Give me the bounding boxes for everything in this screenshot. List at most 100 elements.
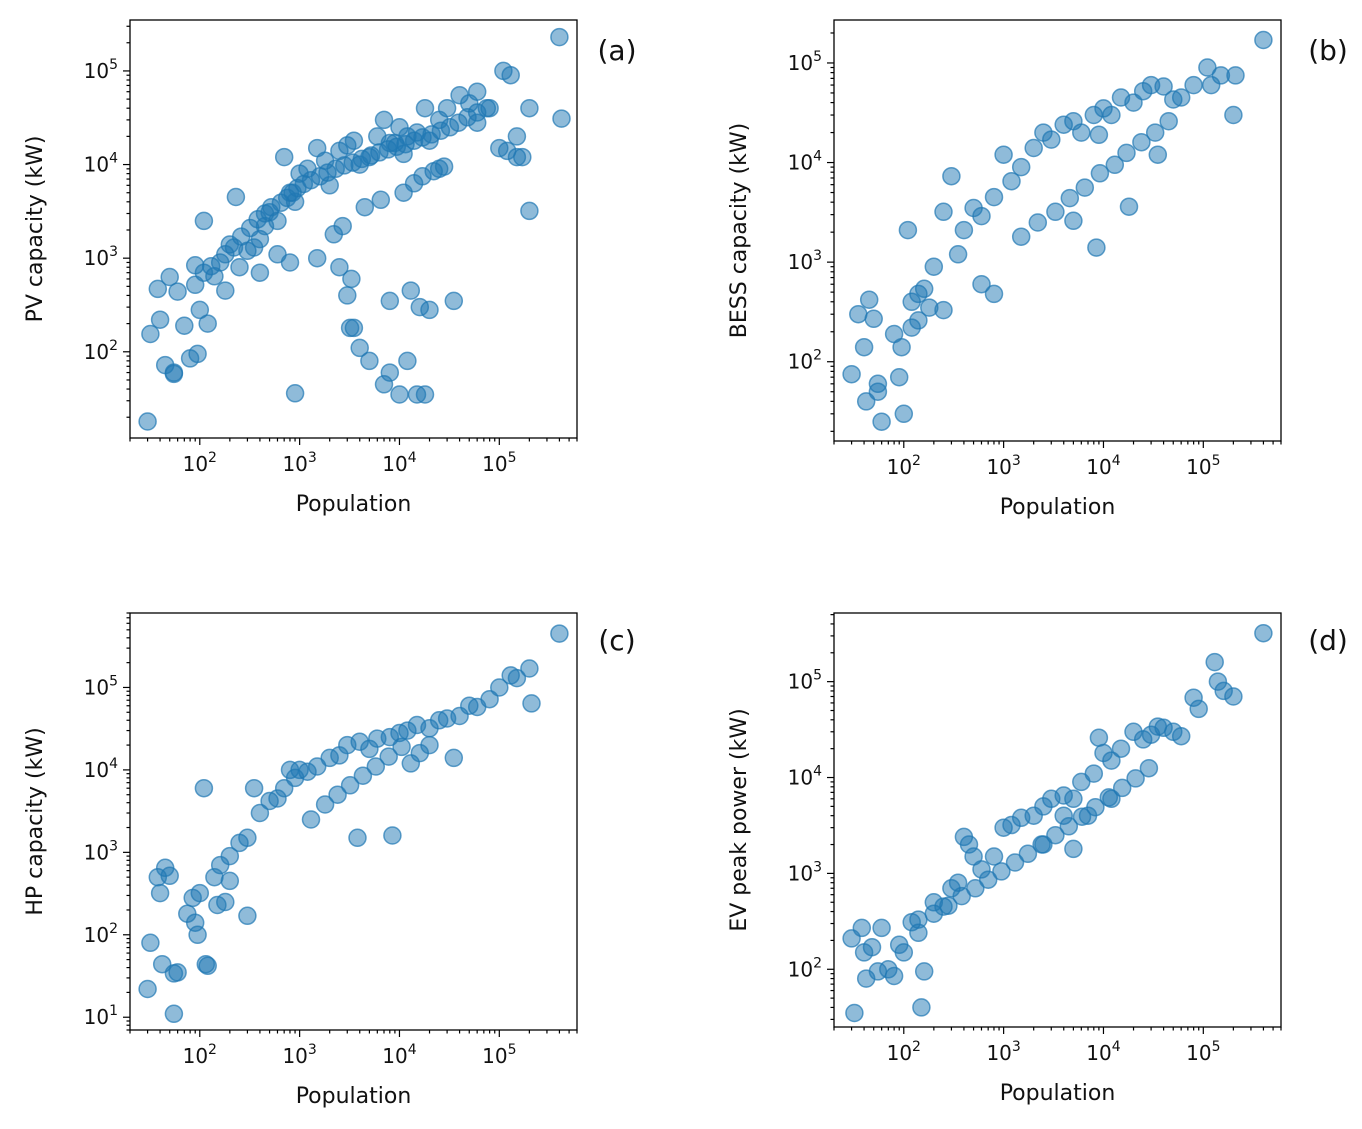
axes-frame bbox=[833, 612, 1282, 1028]
data-point bbox=[920, 298, 939, 317]
y-tick-label: 105 bbox=[788, 49, 822, 75]
data-point bbox=[1099, 788, 1119, 807]
data-point bbox=[1254, 30, 1273, 50]
data-point bbox=[164, 1004, 184, 1024]
data-point bbox=[201, 256, 221, 276]
data-point bbox=[842, 364, 861, 384]
data-point bbox=[854, 337, 874, 357]
data-point bbox=[924, 904, 944, 923]
data-point bbox=[190, 300, 210, 320]
x-tick-label: 102 bbox=[887, 1039, 921, 1065]
data-point bbox=[894, 404, 914, 424]
data-point bbox=[984, 187, 1004, 207]
data-point bbox=[353, 766, 373, 785]
panel-tag: (a) bbox=[597, 34, 636, 67]
data-point bbox=[238, 906, 257, 926]
data-point bbox=[380, 363, 400, 382]
data-point bbox=[194, 211, 214, 231]
data-point bbox=[1024, 138, 1043, 158]
y-tick-label: 104 bbox=[788, 149, 822, 175]
data-point bbox=[238, 828, 257, 848]
data-point bbox=[437, 98, 457, 118]
points-group bbox=[842, 30, 1273, 431]
data-point bbox=[1224, 687, 1243, 706]
data-point bbox=[994, 145, 1013, 164]
data-point bbox=[220, 871, 240, 891]
data-point bbox=[872, 918, 891, 938]
data-point bbox=[1198, 58, 1217, 77]
y-axis-label: PV capacity (kW) bbox=[23, 136, 48, 323]
x-tick-label: 103 bbox=[282, 450, 316, 476]
data-point bbox=[939, 896, 958, 915]
data-point bbox=[150, 883, 170, 903]
minor-ticks bbox=[126, 612, 578, 1034]
data-point bbox=[477, 98, 497, 118]
data-point bbox=[852, 918, 872, 938]
data-point bbox=[274, 147, 294, 167]
data-point bbox=[366, 757, 386, 776]
data-point bbox=[141, 933, 160, 953]
data-point bbox=[1111, 739, 1131, 758]
data-point bbox=[307, 757, 327, 776]
x-tick-label: 102 bbox=[183, 450, 217, 476]
data-point bbox=[1102, 105, 1121, 125]
data-point bbox=[380, 291, 400, 311]
data-point bbox=[1005, 853, 1025, 872]
data-point bbox=[1154, 77, 1173, 96]
data-point bbox=[552, 109, 571, 128]
data-point bbox=[984, 847, 1004, 866]
minor-ticks bbox=[126, 25, 578, 442]
data-point bbox=[434, 157, 454, 176]
data-point bbox=[1132, 132, 1151, 152]
y-tick-label: 103 bbox=[84, 244, 118, 270]
data-point bbox=[894, 943, 914, 962]
data-point bbox=[420, 735, 439, 755]
data-point bbox=[1224, 105, 1243, 125]
data-point bbox=[1002, 171, 1021, 191]
data-point bbox=[909, 910, 928, 929]
data-point bbox=[168, 963, 187, 982]
data-point bbox=[333, 216, 352, 236]
data-point bbox=[340, 318, 360, 338]
data-point bbox=[383, 826, 402, 845]
data-point bbox=[1064, 211, 1083, 231]
axes-frame bbox=[129, 612, 578, 1031]
x-tick-label: 104 bbox=[1086, 1039, 1120, 1065]
x-tick-label: 104 bbox=[1086, 453, 1120, 479]
data-point bbox=[1028, 213, 1048, 232]
data-point bbox=[1086, 797, 1105, 817]
data-point bbox=[1105, 155, 1125, 175]
data-point bbox=[942, 166, 961, 186]
axes-frame bbox=[833, 19, 1282, 442]
data-point bbox=[168, 282, 187, 301]
data-point bbox=[355, 197, 375, 217]
data-point bbox=[1072, 807, 1092, 826]
data-point bbox=[872, 412, 891, 431]
data-point bbox=[138, 412, 157, 431]
data-point bbox=[160, 267, 179, 287]
data-point bbox=[1046, 825, 1065, 845]
x-axis-label: Population bbox=[296, 1084, 412, 1109]
x-tick-label: 103 bbox=[986, 1039, 1020, 1065]
data-point bbox=[1226, 66, 1245, 85]
points-group bbox=[138, 624, 569, 1024]
data-point bbox=[138, 979, 157, 999]
data-point bbox=[175, 316, 194, 335]
data-point bbox=[216, 281, 235, 300]
panel-b: 102 103 104 105 102 103 104 105 Population BESS c… bbox=[727, 19, 1348, 520]
data-point bbox=[444, 291, 464, 311]
data-point bbox=[250, 803, 270, 823]
data-point bbox=[966, 879, 985, 898]
data-point bbox=[1089, 728, 1109, 747]
data-point bbox=[892, 337, 911, 357]
data-point bbox=[188, 344, 207, 364]
data-point bbox=[307, 248, 327, 268]
data-point bbox=[1011, 227, 1031, 246]
data-point bbox=[315, 795, 335, 814]
data-point bbox=[360, 351, 379, 371]
data-point bbox=[194, 778, 214, 798]
data-point bbox=[914, 962, 934, 981]
y-tick-label: 105 bbox=[84, 57, 118, 83]
data-point bbox=[868, 382, 888, 401]
